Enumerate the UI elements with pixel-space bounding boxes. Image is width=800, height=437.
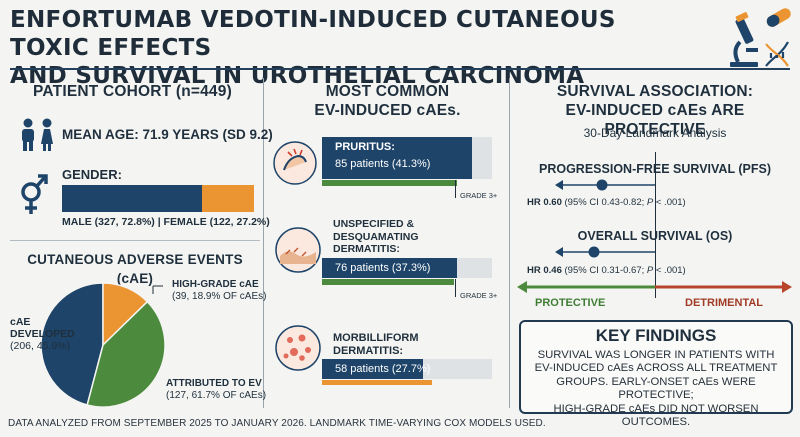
os-ci-text: (95% CI 0.31-0.67; — [564, 265, 647, 276]
cae-developed-line-3: (206, 45.9%) — [10, 340, 71, 352]
pie-slice-attributed — [86, 300, 166, 408]
pfs-ci-line — [555, 179, 655, 191]
morbilliform-grade3-bar — [322, 380, 432, 385]
os-hr-value: HR 0.46 — [527, 265, 562, 276]
footnote: DATA ANALYZED FROM SEPTEMBER 2025 TO JAN… — [8, 418, 546, 429]
morbilliform-name-2: DERMATITIS: — [333, 345, 404, 357]
key-findings-text: SURVIVAL WAS LONGER IN PATIENTS WITH EV-… — [529, 349, 783, 429]
detrimental-label: DETRIMENTAL — [685, 297, 764, 309]
pfs-p-label: P — [646, 197, 654, 208]
cae-highgrade-line-1: HIGH-GRADE cAE — [172, 279, 259, 290]
pie-slice-developed — [40, 282, 104, 406]
column-divider-1 — [263, 78, 264, 408]
gender-symbol-icon — [21, 174, 48, 214]
gender-male-bar — [62, 185, 202, 212]
mean-age: MEAN AGE: 71.9 YEARS (SD 9.2) — [62, 127, 273, 142]
dermatitis-icon — [275, 227, 321, 273]
dermatitis-grade3-label: GRADE 3+ — [460, 291, 498, 300]
null-reference-line — [655, 152, 656, 298]
os-p-value: < .001) — [653, 265, 686, 276]
dermatitis-grade3-tick — [455, 279, 456, 297]
common-title-line-1: MOST COMMON — [325, 83, 450, 100]
dna-icon — [765, 41, 789, 67]
morbilliform-name: MORBILLIFORM DERMATITIS: — [333, 332, 419, 358]
pruritus-icon — [273, 141, 317, 185]
pruritus-grade3-label: GRADE 3+ — [460, 191, 498, 200]
cae-highgrade-line-2: (39, 18.9% OF cAEs) — [172, 291, 267, 302]
people-icon — [22, 118, 53, 151]
pill-icon — [766, 8, 791, 27]
dermatitis-name: UNSPECIFIED & DESQUAMATING DERMATITIS: — [333, 218, 419, 256]
dermatitis-name-2: DESQUAMATING — [333, 230, 419, 243]
pfs-label: PROGRESSION-FREE SURVIVAL (PFS) — [539, 162, 771, 176]
pfs-p-value: < .001) — [653, 197, 686, 208]
os-hr: HR 0.46 (95% CI 0.31-0.67; P < .001) — [527, 265, 686, 276]
pruritus-name: PRURITUS: — [335, 141, 395, 153]
morbilliform-bar — [322, 359, 423, 379]
gender-female-bar — [202, 185, 254, 212]
dermatitis-bar — [322, 258, 457, 278]
title-line-2: AND SURVIVAL IN UROTHELIAL CARCINOMA — [10, 63, 585, 89]
os-p-label: P — [646, 265, 654, 276]
morbilliform-value: 58 patients (27.7%) — [335, 363, 431, 375]
morbilliform-name-1: MORBILLIFORM — [333, 332, 419, 344]
pruritus-grade3-bar — [322, 180, 457, 186]
common-title: MOST COMMON EV-INDUCED cAEs. — [270, 82, 505, 120]
pruritus-value: 85 patients (41.3%) — [335, 158, 431, 170]
cae-title: CUTANEOUS ADVERSE EVENTS (cAE) — [27, 252, 243, 286]
cae-highgrade-label: HIGH-GRADE cAE (39, 18.9% OF cAEs) — [172, 279, 266, 303]
column-divider-2 — [509, 78, 510, 408]
dermatitis-value: 76 patients (37.3%) — [335, 262, 431, 274]
cae-developed-line-1: cAE — [10, 316, 31, 328]
protective-label: PROTECTIVE — [535, 297, 606, 309]
gender-caption: MALE (327, 72.8%) | FEMALE (122, 27.2%) — [62, 216, 270, 228]
key-findings-box: KEY FINDINGS SURVIVAL WAS LONGER IN PATI… — [519, 320, 793, 428]
key-line-4: HIGH-GRADE cAEs DID NOT WORSEN OUTCOMES. — [553, 402, 759, 429]
cae-attributed-line-1: ATTRIBUTED TO EV — [166, 378, 262, 389]
survival-subtitle: 30-Day Landmark Analysis — [583, 126, 727, 140]
cae-developed-label: cAE DEVELOPED (206, 45.9%) — [10, 316, 75, 352]
survival-title-line-1: SURVIVAL ASSOCIATION: — [556, 83, 754, 100]
dermatitis-name-1: UNSPECIFIED & — [333, 218, 415, 230]
science-icons — [730, 8, 791, 67]
pruritus-grade3-tick — [455, 180, 456, 198]
title-line-1: ENFORTUMAB VEDOTIN-INDUCED CUTANEOUS TOX… — [10, 7, 616, 61]
cohort-title: PATIENT COHORT (n=449) — [33, 83, 232, 100]
key-line-1: SURVIVAL WAS LONGER IN PATIENTS WITH — [537, 349, 775, 361]
gender-label: GENDER: — [62, 167, 122, 182]
dermatitis-name-3: DERMATITIS: — [333, 243, 400, 255]
cae-attributed-line-2: (127, 61.7% OF cAEs) — [166, 390, 267, 401]
key-findings-title: KEY FINDINGS — [595, 326, 717, 345]
title-divider — [10, 68, 790, 70]
pfs-hr-value: HR 0.60 — [527, 197, 562, 208]
cae-developed-line-2: DEVELOPED — [10, 328, 75, 340]
page-title: ENFORTUMAB VEDOTIN-INDUCED CUTANEOUS TOX… — [10, 6, 700, 90]
pfs-hr: HR 0.60 (95% CI 0.43-0.82; P < .001) — [527, 197, 686, 208]
cae-attributed-label: ATTRIBUTED TO EV (127, 61.7% OF cAEs) — [166, 378, 266, 402]
os-ci-line — [555, 246, 655, 258]
cae-pie-chart — [40, 282, 166, 408]
pfs-ci-text: (95% CI 0.43-0.82; — [564, 197, 647, 208]
os-label: OVERALL SURVIVAL (OS) — [577, 229, 733, 243]
survival-title-line-2: EV-INDUCED cAEs ARE PROTECTIVE — [565, 102, 745, 138]
microscope-icon — [730, 12, 758, 67]
key-line-2: EV-INDUCED cAEs ACROSS ALL TREATMENT — [534, 362, 778, 375]
survival-title: SURVIVAL ASSOCIATION: EV-INDUCED cAEs AR… — [515, 82, 795, 139]
effect-direction-axis — [517, 281, 792, 293]
dermatitis-grade3-bar — [322, 279, 454, 285]
common-title-line-2: EV-INDUCED cAEs. — [314, 102, 461, 119]
cohort-divider — [10, 240, 260, 241]
key-line-3: GROUPS. EARLY-ONSET cAEs WERE PROTECTIVE… — [556, 375, 756, 402]
pruritus-bar — [322, 137, 472, 179]
morbilliform-icon — [275, 325, 321, 371]
